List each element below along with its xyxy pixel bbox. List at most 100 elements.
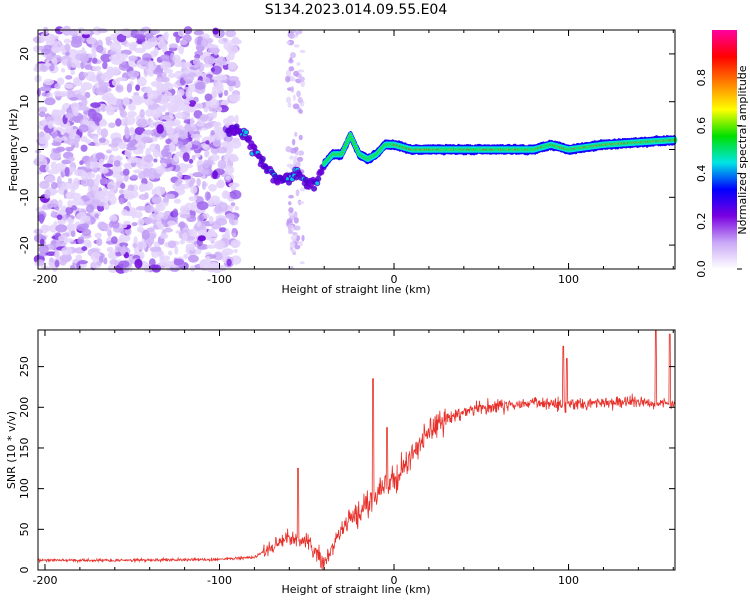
noise-blob: [42, 225, 52, 232]
noise-blob: [173, 136, 179, 144]
noise-blob: [141, 229, 150, 240]
noise-blob: [176, 178, 183, 184]
colorbar-gradient: [712, 30, 737, 269]
noise-blob: [67, 156, 75, 162]
noise-blob: [109, 259, 118, 266]
noise-blob: [96, 201, 106, 207]
noise-blob: [57, 199, 63, 209]
noise-blob: [163, 31, 169, 39]
noise-blob: [93, 167, 98, 174]
noise-blob: [155, 204, 166, 212]
noise-blob: [87, 108, 97, 119]
noise-blob: [190, 205, 198, 212]
noise-blob: [55, 162, 67, 172]
stripe-blob: [299, 261, 305, 265]
noise-blob: [98, 255, 104, 264]
noise-blob: [128, 43, 136, 51]
noise-blob: [99, 103, 107, 112]
stripe-blob: [299, 240, 303, 247]
noise-blob: [228, 93, 241, 103]
noise-blob: [167, 133, 180, 139]
noise-blob: [188, 196, 198, 202]
noise-blob: [208, 215, 214, 225]
noise-blob: [74, 89, 79, 95]
noise-blob: [118, 197, 125, 205]
noise-blob: [38, 136, 49, 145]
noise-blob: [176, 171, 183, 180]
spectrogram-x-tick-label: 0: [391, 273, 398, 286]
noise-blob: [44, 97, 56, 106]
noise-blob: [173, 94, 182, 104]
noise-blob: [40, 33, 45, 43]
noise-blob: [35, 154, 45, 162]
noise-blob: [210, 154, 220, 162]
stripe-blob: [299, 49, 306, 53]
noise-blob: [126, 143, 135, 148]
noise-blob: [99, 177, 108, 185]
stripe-blob: [289, 78, 297, 82]
noise-blob: [173, 154, 180, 163]
noise-blob: [217, 179, 225, 189]
noise-blob: [108, 194, 117, 205]
stripe-blob: [293, 44, 300, 48]
noise-blob: [157, 36, 164, 43]
noise-blob: [231, 231, 237, 238]
noise-blob: [122, 168, 130, 176]
noise-blob: [99, 119, 108, 127]
noise-blob: [169, 109, 174, 119]
noise-blob: [43, 78, 55, 86]
noise-blob: [156, 124, 164, 134]
noise-blob: [69, 96, 79, 101]
carrier-blob: [311, 185, 318, 192]
stripe-blob: [289, 155, 294, 160]
noise-blob: [65, 75, 73, 80]
noise-blob: [153, 158, 158, 163]
noise-blob: [204, 150, 210, 158]
noise-blob: [115, 118, 122, 127]
spectrogram-y-tick-label: 10: [18, 95, 31, 109]
stripe-blob: [285, 69, 292, 77]
noise-blob: [185, 163, 194, 169]
noise-blob: [39, 180, 50, 190]
noise-blob: [160, 162, 167, 168]
noise-blob: [225, 213, 235, 220]
noise-blob: [231, 36, 240, 45]
noise-blob: [111, 66, 121, 75]
noise-blob: [202, 63, 214, 68]
noise-blob: [135, 133, 142, 143]
noise-blob: [178, 44, 184, 55]
noise-blob: [202, 76, 211, 85]
noise-blob: [143, 154, 154, 163]
noise-blob: [234, 114, 239, 125]
noise-blob: [67, 216, 73, 224]
noise-blob: [118, 260, 130, 268]
noise-blob: [55, 224, 68, 233]
noise-blob: [187, 228, 198, 238]
noise-blob: [66, 223, 77, 232]
noise-blob: [118, 189, 125, 195]
noise-blob: [183, 254, 189, 259]
noise-blob: [92, 135, 99, 144]
noise-blob: [90, 75, 99, 83]
noise-blob: [143, 129, 154, 135]
noise-blob: [168, 250, 173, 256]
noise-blob: [106, 95, 112, 105]
colorbar-tick-label: 0.6: [695, 117, 708, 135]
noise-blob: [141, 136, 153, 143]
noise-blob: [65, 51, 70, 56]
noise-blob: [148, 71, 154, 77]
noise-blob: [167, 240, 177, 249]
stripe-blob: [297, 201, 305, 205]
noise-blob: [139, 109, 145, 118]
noise-blob: [155, 76, 168, 83]
noise-blob: [184, 61, 192, 68]
noise-blob: [228, 61, 237, 70]
noise-blob: [194, 102, 204, 110]
noise-blob: [147, 90, 159, 100]
noise-blob: [110, 106, 120, 111]
noise-blob: [58, 235, 68, 242]
noise-blob: [167, 73, 176, 79]
noise-blob: [107, 229, 112, 237]
stripe-blob: [296, 156, 304, 162]
